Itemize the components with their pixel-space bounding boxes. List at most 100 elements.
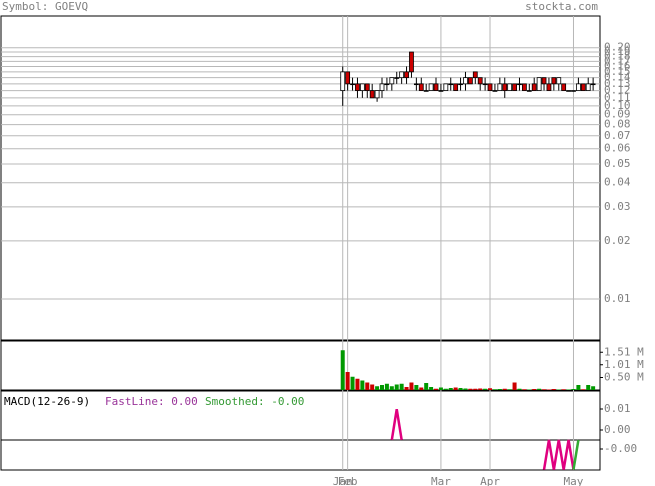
candle-body [512, 83, 517, 91]
volume-bar [463, 388, 468, 390]
candle-body [379, 83, 385, 91]
candle-body [585, 83, 591, 91]
macd-line [390, 409, 403, 441]
candle-body [389, 77, 395, 85]
candle-body [428, 83, 434, 91]
volume-bar [370, 384, 375, 390]
volume-bar [409, 382, 414, 390]
y-tick-label: 0.18 [604, 50, 631, 63]
volume-bar [355, 378, 360, 390]
y-tick-label: 0.06 [604, 142, 631, 155]
volume-bar [429, 387, 434, 390]
volume-bar [546, 389, 551, 390]
volume-panel [0, 340, 601, 391]
volume-bar [488, 388, 493, 390]
candle-body [472, 71, 478, 79]
fastline-label: FastLine: 0.00 [105, 395, 198, 408]
y-tick-label: 0.20 [604, 41, 631, 54]
smoothed-label: Smoothed: -0.00 [205, 395, 304, 408]
y-tick-label: 0.50 M [604, 371, 644, 384]
y-tick-label: 0.17 [604, 54, 631, 67]
x-tick-label: Feb [338, 475, 358, 486]
candle-body [477, 77, 483, 85]
volume-bar [566, 389, 571, 390]
volume-bar [512, 382, 517, 390]
candle-body [526, 90, 532, 92]
macd-title: MACD(12-26-9) [4, 395, 90, 408]
volume-bar [419, 387, 424, 390]
candle-body [551, 77, 557, 85]
price-panel [0, 15, 601, 341]
volume-bar [350, 376, 355, 390]
y-tick-label: 0.00 [604, 423, 631, 436]
y-tick-label: 0.12 [604, 84, 631, 97]
volume-bar [497, 389, 502, 390]
volume-bar [443, 388, 448, 390]
volume-bar [360, 380, 365, 390]
candle-body [566, 90, 571, 92]
candle-body [502, 83, 508, 91]
volume-bar [424, 383, 429, 390]
volume-bar [375, 386, 380, 390]
volume-bar [581, 389, 586, 390]
volume-bar [473, 388, 478, 390]
y-tick-label: 0.15 [604, 65, 631, 78]
candle-body [438, 90, 444, 92]
candle-body [453, 83, 459, 91]
volume-bar [551, 389, 556, 390]
volume-bar [556, 389, 561, 390]
candle-body [497, 83, 503, 91]
candle-body [575, 83, 581, 91]
volume-bar [537, 388, 542, 390]
y-tick-label: 0.11 [604, 91, 631, 104]
volume-bar [517, 388, 522, 390]
y-tick-label: 1.51 M [604, 345, 644, 358]
volume-bar [340, 350, 345, 390]
volume-bar [345, 372, 350, 390]
volume-bar [365, 382, 370, 390]
candle-body [399, 71, 405, 79]
candle-body [561, 83, 567, 91]
candle-body [374, 90, 380, 99]
candle-body [556, 77, 562, 85]
volume-bar [527, 389, 532, 390]
volume-bar [571, 389, 576, 390]
y-tick-label: 0.19 [604, 45, 631, 58]
volume-bar [394, 384, 399, 390]
volume-bar [399, 383, 404, 390]
volume-bar [384, 383, 389, 390]
candle-body [467, 77, 473, 85]
candle-body [384, 83, 390, 86]
candle-body [521, 83, 527, 91]
candle-body [448, 83, 454, 86]
volume-bar [532, 389, 537, 390]
volume-bar [586, 385, 591, 390]
candle-body [541, 77, 547, 85]
volume-bar [380, 385, 385, 390]
candle-body [404, 71, 409, 79]
candle-body [443, 83, 449, 91]
candle-body [409, 51, 414, 73]
candle-body [364, 83, 370, 91]
y-tick-label: 0.13 [604, 77, 631, 90]
macd-line [542, 439, 575, 470]
y-tick-label: 0.01 [604, 292, 631, 305]
volume-bar [389, 386, 394, 390]
candle-body [413, 83, 419, 86]
candle-body [492, 90, 498, 92]
y-tick-label: 0.05 [604, 157, 631, 170]
volume-bar [478, 388, 483, 390]
candle-body [394, 77, 400, 79]
candle-body [487, 83, 493, 91]
candle-body [580, 83, 586, 91]
volume-bar [468, 388, 473, 390]
symbol-label: Symbol: GOEVQ [2, 0, 88, 13]
x-tick-label: Jan [333, 475, 353, 486]
y-tick-label: 0.16 [604, 59, 631, 72]
volume-bar [448, 388, 453, 390]
y-tick-label: -0.00 [604, 442, 637, 455]
volume-bar [507, 389, 512, 390]
y-tick-label: 0.10 [604, 99, 631, 112]
volume-bar [434, 388, 439, 390]
